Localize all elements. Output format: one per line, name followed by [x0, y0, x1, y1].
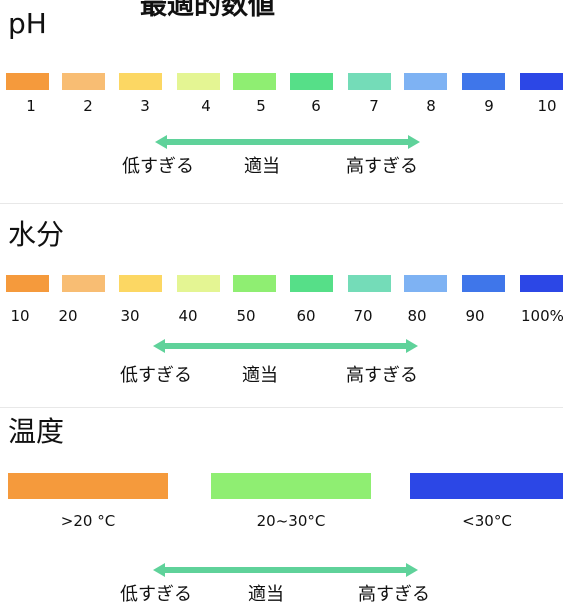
moisture-scale-label: 30: [120, 307, 140, 325]
temp-label-ok: 20~30°C: [256, 512, 326, 530]
temperature-section-title: 温度: [8, 415, 65, 448]
moisture-scale-label: 40: [178, 307, 198, 325]
moisture-swatch: [290, 275, 333, 292]
moisture-indicator-ok: 適当: [242, 365, 278, 386]
divider: [0, 407, 563, 408]
moisture-range-arrow: [153, 339, 418, 353]
moisture-scale-label: 90: [465, 307, 485, 325]
temp-label-low: >20 °C: [60, 512, 116, 530]
ph-scale-label: 9: [484, 97, 494, 115]
ph-scale-label: 2: [83, 97, 93, 115]
temp-bar-high: [410, 473, 563, 499]
ph-swatch: [290, 73, 333, 90]
moisture-scale-label: 60: [296, 307, 316, 325]
ph-swatch: [462, 73, 505, 90]
temperature-range-arrow: [153, 563, 418, 577]
temp-bar-low: [8, 473, 168, 499]
moisture-scale-label: 70: [353, 307, 373, 325]
moisture-swatch: [119, 275, 162, 292]
ph-swatch: [520, 73, 563, 90]
moisture-swatch: [177, 275, 220, 292]
moisture-indicator-high: 高すぎる: [346, 365, 418, 386]
ph-indicator-low: 低すぎる: [122, 156, 194, 177]
temp-label-high: <30°C: [462, 512, 512, 530]
ph-swatch: [119, 73, 162, 90]
moisture-swatch: [520, 275, 563, 292]
header-title: 最適的数値: [140, 0, 275, 21]
moisture-scale-label: 50: [236, 307, 256, 325]
moisture-scale-label: 10: [10, 307, 30, 325]
ph-indicator-high: 高すぎる: [346, 156, 418, 177]
ph-scale-label: 8: [426, 97, 436, 115]
divider: [0, 203, 563, 204]
temperature-indicator-low: 低すぎる: [120, 584, 192, 605]
ph-scale-label: 6: [311, 97, 321, 115]
temperature-indicator-ok: 適当: [248, 584, 284, 605]
ph-swatch: [233, 73, 276, 90]
ph-swatch: [404, 73, 447, 90]
moisture-swatch: [62, 275, 105, 292]
ph-section-title: pH: [8, 7, 47, 40]
moisture-scale-label: 100%: [521, 307, 563, 325]
moisture-swatch: [348, 275, 391, 292]
moisture-scale-label: 80: [407, 307, 427, 325]
temperature-indicator-high: 高すぎる: [358, 584, 430, 605]
moisture-swatch: [233, 275, 276, 292]
moisture-section-title: 水分: [8, 218, 65, 251]
ph-swatch: [6, 73, 49, 90]
temp-bar-ok: [211, 473, 371, 499]
ph-indicator-ok: 適当: [244, 156, 280, 177]
ph-scale-label: 7: [369, 97, 379, 115]
moisture-indicator-low: 低すぎる: [120, 365, 192, 386]
moisture-swatch: [6, 275, 49, 292]
ph-range-arrow: [155, 135, 420, 149]
ph-swatch: [62, 73, 105, 90]
ph-scale-label: 10: [537, 97, 557, 115]
ph-swatch: [348, 73, 391, 90]
ph-scale-label: 1: [26, 97, 36, 115]
moisture-scale-label: 20: [58, 307, 78, 325]
ph-swatch: [177, 73, 220, 90]
moisture-swatch: [404, 275, 447, 292]
ph-scale-label: 5: [256, 97, 266, 115]
moisture-swatch: [462, 275, 505, 292]
ph-scale-label: 4: [201, 97, 211, 115]
ph-scale-label: 3: [140, 97, 150, 115]
